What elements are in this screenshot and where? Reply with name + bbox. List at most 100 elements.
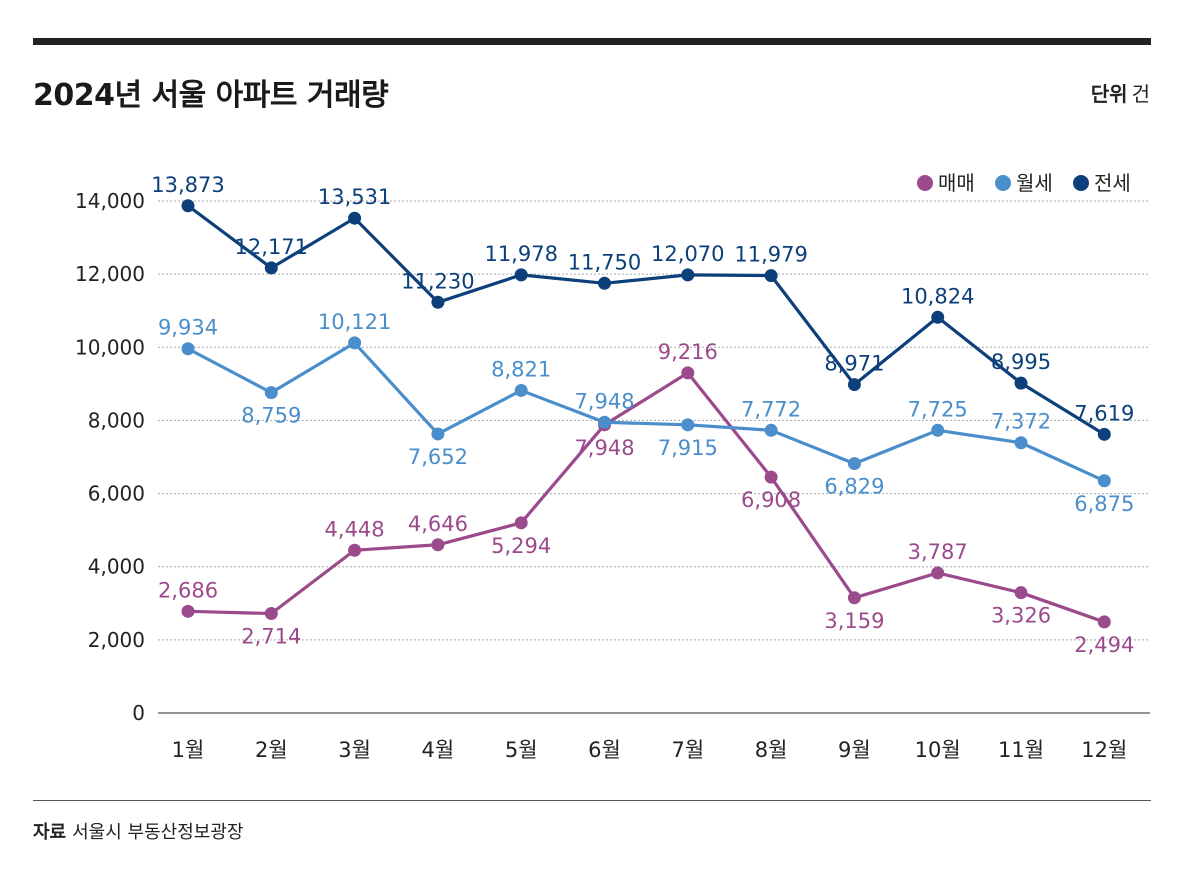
- x-tick-label: 6월: [588, 738, 621, 762]
- data-point: [764, 269, 778, 283]
- data-label: 2,494: [1074, 633, 1134, 657]
- data-point: [1097, 615, 1111, 629]
- data-point: [681, 418, 695, 432]
- data-label: 7,372: [991, 410, 1051, 434]
- legend-label: 월세: [1016, 171, 1053, 195]
- data-point: [348, 211, 362, 225]
- data-label: 8,971: [824, 352, 884, 376]
- data-point: [264, 261, 278, 275]
- data-point: [514, 516, 528, 530]
- data-point: [1097, 474, 1111, 488]
- data-point: [348, 543, 362, 557]
- y-tick-label: 14,000: [75, 189, 145, 213]
- data-label: 8,759: [241, 404, 301, 428]
- data-label: 6,829: [824, 475, 884, 499]
- series-line-매매: [187, 371, 1105, 624]
- data-point: [681, 366, 695, 380]
- data-point: [181, 342, 195, 356]
- y-tick-label: 2,000: [88, 628, 145, 652]
- data-point: [598, 276, 611, 290]
- data-label: 13,531: [318, 185, 391, 209]
- data-label: 7,652: [408, 445, 468, 469]
- data-label: 7,725: [908, 397, 968, 421]
- y-tick-label: 12,000: [75, 262, 145, 286]
- data-point: [431, 427, 445, 441]
- x-tick-label: 2월: [255, 738, 288, 762]
- data-label: 3,787: [908, 540, 968, 564]
- data-label: 9,216: [658, 340, 718, 364]
- data-point: [764, 470, 778, 484]
- data-point: [931, 310, 945, 324]
- data-label: 3,326: [991, 604, 1051, 628]
- source-note: 자료 서울시 부동산정보광장: [33, 818, 243, 844]
- unit-note: 단위 건: [1091, 78, 1150, 107]
- data-label: 7,619: [1074, 401, 1134, 425]
- data-label: 7,915: [658, 436, 718, 460]
- series-line-월세: [187, 341, 1105, 483]
- unit-label: 단위: [1090, 82, 1128, 106]
- data-label: 3,159: [824, 609, 884, 633]
- data-label: 7,948: [574, 436, 634, 460]
- y-tick-label: 8,000: [88, 408, 145, 432]
- x-tick-label: 7월: [671, 738, 704, 762]
- source-label: 자료: [33, 822, 67, 843]
- data-point: [764, 423, 778, 437]
- data-label: 4,646: [408, 512, 468, 536]
- data-label: 13,873: [151, 173, 224, 197]
- x-tick-label: 1월: [172, 738, 205, 762]
- data-label: 7,772: [741, 397, 801, 421]
- data-label: 9,934: [158, 316, 218, 340]
- data-point: [681, 268, 695, 282]
- data-label: 11,230: [401, 269, 474, 293]
- data-point: [598, 415, 611, 429]
- data-point: [1014, 376, 1028, 390]
- legend-label: 전세: [1094, 171, 1131, 195]
- data-label: 11,979: [734, 243, 807, 267]
- legend-marker: [995, 175, 1011, 191]
- x-tick-label: 9월: [838, 738, 871, 762]
- data-point: [1097, 427, 1111, 441]
- data-point: [847, 378, 861, 392]
- data-point: [847, 457, 861, 471]
- data-label: 2,714: [241, 625, 301, 649]
- series-line-전세: [187, 204, 1106, 436]
- data-point: [847, 591, 861, 605]
- x-tick-label: 8월: [755, 738, 788, 762]
- x-tick-label: 10월: [915, 738, 961, 762]
- y-tick-label: 4,000: [88, 555, 145, 579]
- x-tick-label: 5월: [505, 738, 538, 762]
- data-point: [348, 336, 362, 350]
- top-rule: [33, 38, 1151, 45]
- data-point: [264, 386, 278, 400]
- x-tick-label: 3월: [338, 738, 371, 762]
- data-point: [181, 199, 195, 213]
- chart-title: 2024년 서울 아파트 거래량: [33, 78, 389, 113]
- x-tick-label: 12월: [1081, 738, 1127, 762]
- data-label: 11,750: [568, 250, 641, 274]
- y-tick-label: 0: [132, 701, 145, 725]
- data-label: 11,978: [484, 242, 557, 266]
- data-label: 10,121: [318, 310, 391, 334]
- data-label: 4,448: [325, 517, 385, 541]
- legend-marker: [1073, 175, 1089, 191]
- x-tick-label: 11월: [998, 738, 1044, 762]
- legend-label: 매매: [938, 171, 975, 195]
- data-label: 5,294: [491, 534, 551, 558]
- data-label: 6,908: [741, 488, 801, 512]
- data-label: 7,948: [574, 389, 634, 413]
- data-point: [431, 295, 445, 309]
- data-point: [431, 538, 445, 552]
- y-tick-label: 10,000: [75, 335, 145, 359]
- data-point: [931, 566, 945, 580]
- legend-marker: [917, 175, 933, 191]
- bottom-rule: [33, 800, 1151, 801]
- data-point: [181, 604, 195, 618]
- data-label: 12,171: [235, 235, 308, 259]
- data-label: 6,875: [1074, 492, 1134, 516]
- data-point: [1014, 436, 1028, 450]
- data-point: [1014, 586, 1028, 600]
- data-label: 8,995: [991, 350, 1051, 374]
- data-label: 12,070: [651, 242, 724, 266]
- data-point: [514, 383, 528, 397]
